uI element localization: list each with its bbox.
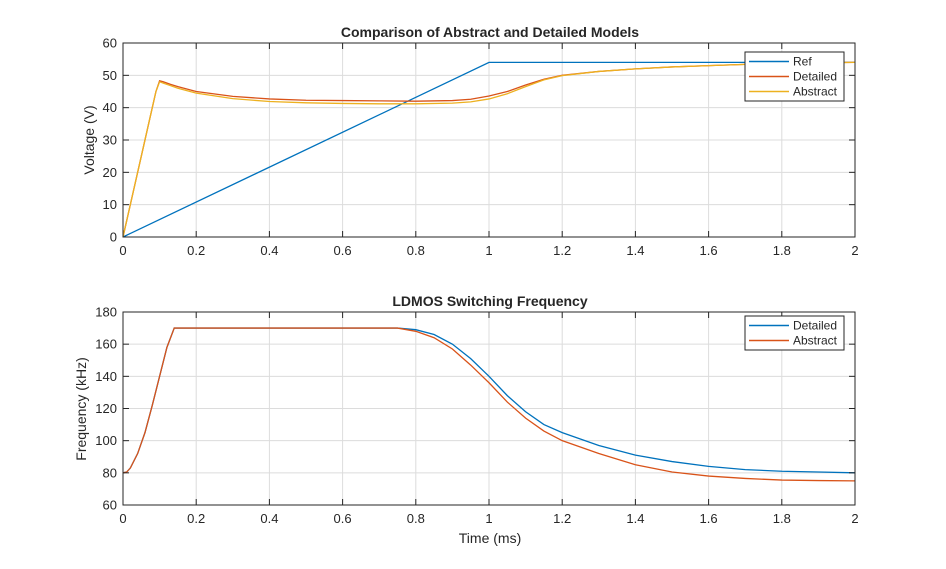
frequency-x-tick-label: 0 (119, 511, 126, 526)
frequency-x-tick-label: 1.2 (553, 511, 571, 526)
voltage-x-tick-label: 1.6 (700, 243, 718, 258)
frequency-x-tick-label: 0.6 (334, 511, 352, 526)
voltage-y-tick-label: 40 (103, 100, 117, 115)
voltage-x-tick-label: 1 (485, 243, 492, 258)
frequency-y-tick-label: 140 (95, 369, 117, 384)
voltage-x-tick-label: 0.8 (407, 243, 425, 258)
voltage-chart-title: Comparison of Abstract and Detailed Mode… (341, 24, 639, 40)
voltage-y-axis-label: Voltage (V) (81, 105, 97, 174)
voltage-x-tick-label: 0.2 (187, 243, 205, 258)
frequency-y-tick-label: 100 (95, 433, 117, 448)
frequency-x-axis-label: Time (ms) (459, 530, 521, 546)
frequency-y-tick-label: 60 (103, 498, 117, 513)
frequency-x-tick-label: 1.4 (626, 511, 644, 526)
frequency-legend-label-detailed: Detailed (793, 319, 837, 333)
voltage-x-tick-label: 1.4 (626, 243, 644, 258)
voltage-x-tick-label: 2 (851, 243, 858, 258)
voltage-x-tick-label: 1.8 (773, 243, 791, 258)
frequency-x-tick-label: 0.4 (260, 511, 278, 526)
frequency-x-tick-label: 0.2 (187, 511, 205, 526)
voltage-y-tick-label: 20 (103, 165, 117, 180)
voltage-y-tick-label: 0 (110, 230, 117, 245)
frequency-chart-title: LDMOS Switching Frequency (392, 293, 587, 309)
voltage-x-tick-label: 1.2 (553, 243, 571, 258)
frequency-x-tick-label: 2 (851, 511, 858, 526)
voltage-legend-label-detailed: Detailed (793, 70, 837, 84)
voltage-y-tick-label: 50 (103, 68, 117, 83)
voltage-legend-label-ref: Ref (793, 55, 812, 69)
voltage-series-ref-line (123, 61, 855, 237)
voltage-y-tick-label: 10 (103, 197, 117, 212)
frequency-y-tick-label: 80 (103, 465, 117, 480)
voltage-legend-label-abstract: Abstract (793, 85, 838, 99)
voltage-x-tick-label: 0 (119, 243, 126, 258)
voltage-x-tick-label: 0.4 (260, 243, 278, 258)
frequency-axes: LDMOS Switching Frequency Frequency (kHz… (73, 293, 859, 546)
voltage-axes: Comparison of Abstract and Detailed Mode… (81, 24, 859, 258)
voltage-y-tick-label: 30 (103, 133, 117, 148)
voltage-series-abstract-line (123, 61, 855, 237)
voltage-y-tick-label: 60 (103, 36, 117, 51)
voltage-x-tick-label: 0.6 (334, 243, 352, 258)
frequency-x-tick-label: 1.8 (773, 511, 791, 526)
frequency-y-tick-label: 160 (95, 337, 117, 352)
frequency-y-axis-label: Frequency (kHz) (73, 357, 89, 460)
frequency-legend-box (744, 315, 845, 351)
frequency-x-tick-label: 1 (485, 511, 492, 526)
frequency-x-tick-label: 1.6 (700, 511, 718, 526)
frequency-x-tick-label: 0.8 (407, 511, 425, 526)
frequency-series-abstract-line (123, 327, 855, 482)
frequency-y-tick-label: 120 (95, 401, 117, 416)
frequency-legend-label-abstract: Abstract (793, 334, 838, 348)
frequency-y-tick-label: 180 (95, 305, 117, 320)
